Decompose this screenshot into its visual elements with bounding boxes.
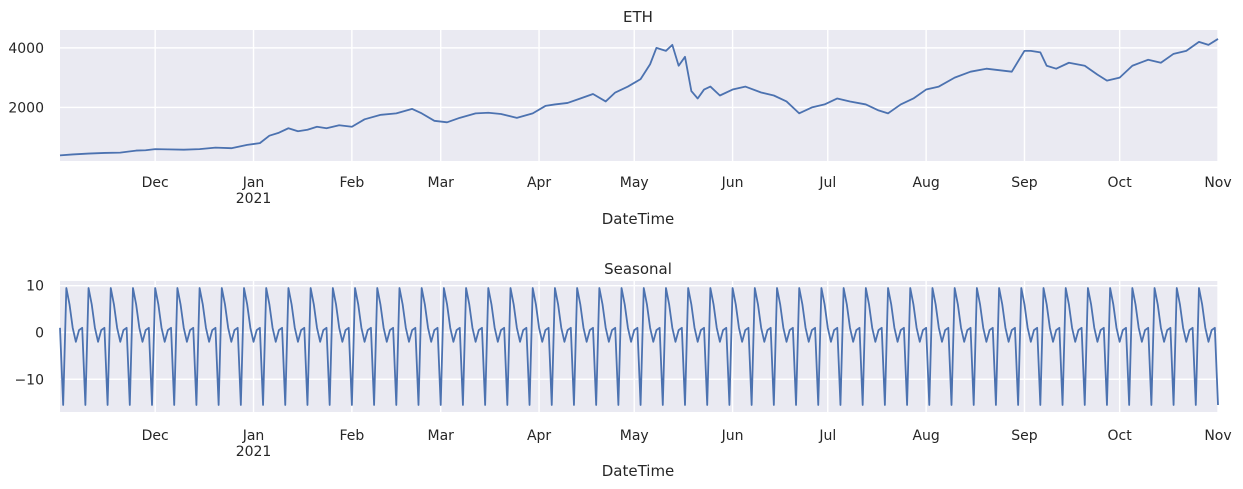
seasonal-xtick-label-7: Jul [818,428,836,444]
seasonal-xtick-label-4: Apr [527,428,551,444]
eth-series [59,38,1219,157]
seasonal-y-axis: −10 0 10 [14,279,44,389]
eth-xtick-label-0: Dec [142,175,169,191]
eth-plot-area [60,30,1218,161]
eth-xtick-label-7: Jul [818,175,836,191]
seasonal-ytick-label-2: 10 [26,279,44,295]
seasonal-chart-title: Seasonal [604,260,672,278]
eth-xtick-label-1-sub: 2021 [236,191,272,207]
eth-series-line [59,38,1219,157]
eth-xtick-label-11: Nov [1204,175,1231,191]
seasonal-ytick-label-0: −10 [14,372,44,388]
seasonal-xtick-label-8: Aug [912,428,939,444]
eth-xtick-label-8: Aug [912,175,939,191]
eth-xtick-label-4: Apr [527,175,551,191]
eth-y-axis: 2000 4000 [8,41,44,117]
seasonal-xtick-label-6: Jun [721,428,744,444]
eth-xtick-label-3: Mar [428,175,455,191]
seasonal-xtick-label-5: May [620,428,649,444]
eth-gridlines [60,30,1219,161]
eth-xtick-label-6: Jun [721,175,744,191]
seasonal-series-line [59,287,1219,406]
eth-xtick-label-2: Feb [339,175,364,191]
seasonal-series [59,287,1219,406]
seasonal-ytick-label-1: 0 [35,325,44,341]
seasonal-xtick-label-1: Jan [242,428,265,444]
seasonal-xtick-label-0: Dec [142,428,169,444]
eth-xtick-label-5: May [620,175,649,191]
seasonal-xtick-label-10: Oct [1108,428,1133,444]
seasonal-xtick-label-9: Sep [1011,428,1038,444]
eth-xtick-label-9: Sep [1011,175,1038,191]
seasonal-xtick-label-11: Nov [1204,428,1231,444]
eth-ytick-label-0: 2000 [8,100,44,116]
seasonal-xtick-label-1-sub: 2021 [236,444,272,460]
eth-x-axis-label: DateTime [602,210,675,228]
seasonal-xtick-label-3: Mar [428,428,455,444]
eth-xtick-label-10: Oct [1108,175,1133,191]
seasonal-x-axis-label: DateTime [602,462,675,480]
eth-chart-title: ETH [623,8,653,26]
seasonal-xtick-label-2: Feb [339,428,364,444]
eth-ytick-label-1: 4000 [8,41,44,57]
eth-xtick-label-1: Jan [242,175,265,191]
